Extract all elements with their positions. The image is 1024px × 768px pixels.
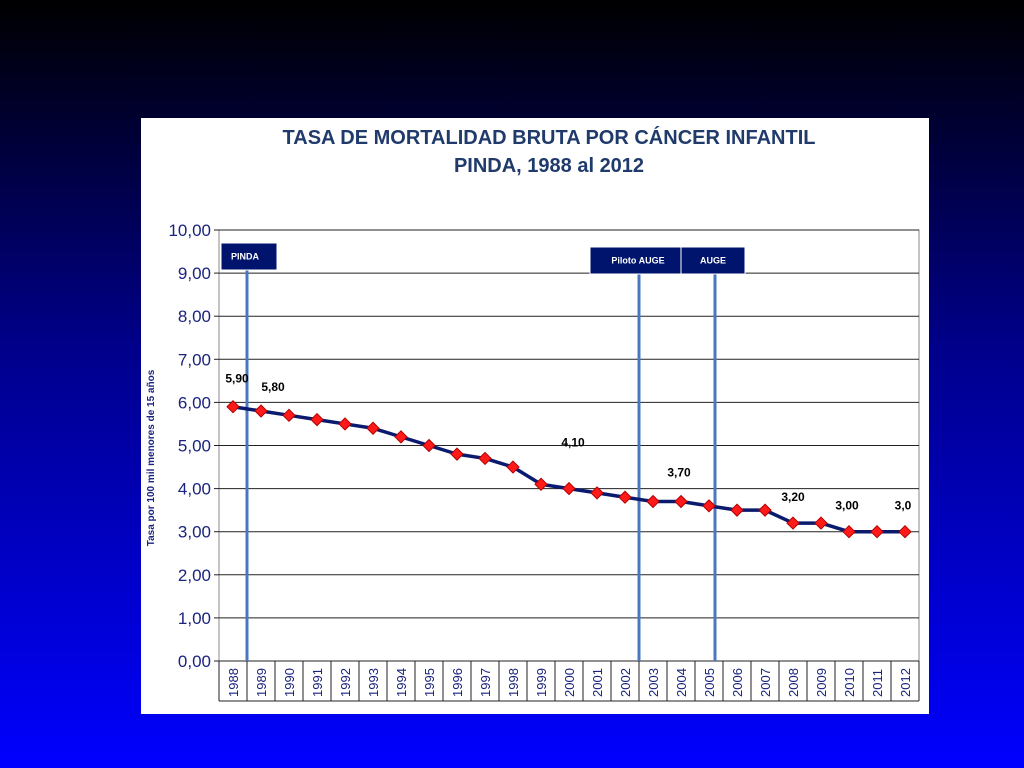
data-point	[254, 404, 268, 418]
y-tick-label: 2,00	[178, 566, 211, 585]
y-tick-label: 4,00	[178, 480, 211, 499]
data-label: 5,80	[261, 380, 285, 394]
data-point	[646, 494, 660, 509]
series-line	[232, 404, 905, 534]
x-tick-label: 2008	[786, 668, 801, 697]
y-tick-label: 6,00	[178, 393, 211, 412]
x-tick-label: 2004	[674, 668, 689, 697]
data-point	[562, 481, 576, 496]
x-tick-label: 2005	[702, 668, 717, 697]
annotation-box	[680, 246, 746, 275]
data-point	[842, 524, 856, 539]
y-tick-label: 9,00	[178, 264, 211, 283]
x-tick-label: 2011	[870, 669, 885, 697]
data-point	[618, 490, 632, 504]
x-tick-label: 1989	[254, 668, 269, 697]
x-tick-label: 1995	[422, 668, 437, 697]
x-tick-label: 1994	[394, 668, 409, 697]
y-tick-label: 8,00	[178, 307, 211, 326]
annotation-label: PINDA	[231, 252, 260, 262]
data-label: 3,0	[895, 499, 912, 513]
data-point	[786, 516, 800, 530]
data-point	[870, 524, 884, 539]
x-tick-label: 1999	[534, 668, 549, 697]
y-tick-label: 1,00	[178, 609, 211, 628]
annotation-label: AUGE	[700, 256, 726, 266]
data-point	[674, 494, 688, 509]
data-point	[366, 421, 380, 435]
data-point	[758, 503, 772, 517]
chart-title: TASA DE MORTALIDAD BRUTA POR CÁNCER INFA…	[283, 126, 816, 149]
data-point	[590, 486, 604, 500]
y-tick-label: 5,00	[178, 437, 211, 456]
chart-panel: TASA DE MORTALIDAD BRUTA POR CÁNCER INFA…	[141, 118, 929, 714]
x-tick-label: 2002	[618, 668, 633, 697]
data-label: 5,90	[225, 372, 249, 386]
data-point	[450, 447, 464, 461]
data-point	[282, 408, 296, 423]
y-tick-label: 7,00	[178, 350, 211, 369]
y-tick-label: 3,00	[178, 523, 211, 542]
chart-svg: TASA DE MORTALIDAD BRUTA POR CÁNCER INFA…	[146, 126, 920, 702]
annotation-box	[220, 242, 278, 271]
x-tick-label: 1998	[506, 668, 521, 697]
data-point	[506, 460, 520, 474]
x-tick-label: 1991	[310, 668, 325, 697]
x-tick-label: 2010	[842, 668, 857, 697]
data-point	[898, 524, 912, 539]
data-point	[534, 477, 548, 491]
x-tick-label: 2006	[730, 668, 745, 697]
data-label: 3,00	[835, 499, 859, 513]
y-axis-label: Tasa por 100 mil menores de 15 años	[146, 369, 157, 546]
x-tick-label: 1993	[366, 668, 381, 697]
x-tick-label: 2001	[590, 668, 605, 697]
plot-area: 0,00 1,00 2,00 3,00 4,00 5,00 6,00 7,00 8,00 9,00…	[168, 221, 920, 702]
y-tick-label: 10,00	[168, 221, 211, 240]
x-tick-label: 1997	[478, 668, 493, 697]
data-point	[814, 516, 828, 530]
x-tick-label: 1990	[282, 668, 297, 697]
data-point	[394, 430, 408, 444]
x-tick-label: 2003	[646, 668, 661, 697]
data-point	[730, 503, 744, 517]
x-tick-label: 2000	[562, 668, 577, 697]
data-point	[702, 499, 716, 513]
x-tick-label: 2009	[814, 668, 829, 697]
data-label: 4,10	[561, 436, 585, 450]
data-point	[478, 451, 492, 466]
data-label: 3,70	[667, 466, 691, 480]
x-tick-label: 2007	[758, 668, 773, 697]
y-tick-label: 0,00	[178, 652, 211, 671]
data-point	[310, 412, 324, 427]
x-tick-label: 2012	[898, 668, 913, 697]
data-point	[226, 400, 240, 414]
x-tick-label: 1992	[338, 668, 353, 697]
x-tick-label: 1988	[226, 668, 241, 697]
data-label: 3,20	[781, 490, 805, 504]
x-tick-label: 1996	[450, 668, 465, 697]
annotation-label: Piloto AUGE	[611, 256, 664, 266]
data-point	[338, 417, 352, 431]
chart-subtitle: PINDA, 1988 al 2012	[454, 155, 644, 177]
data-point	[422, 438, 436, 453]
